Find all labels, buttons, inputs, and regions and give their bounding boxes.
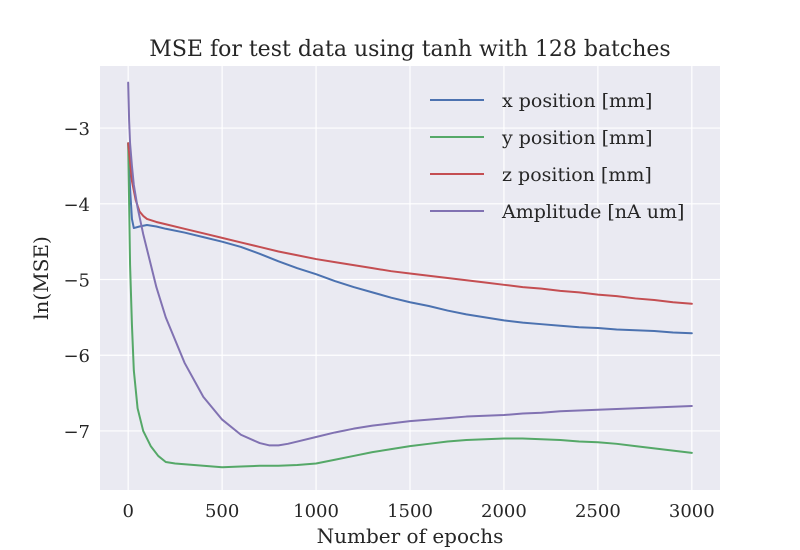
x-tick-label: 1500 bbox=[387, 501, 433, 522]
x-tick-label: 2500 bbox=[575, 501, 621, 522]
legend-label-y-position: y position [mm] bbox=[501, 127, 653, 149]
x-tick-label: 3000 bbox=[669, 501, 715, 522]
amplitude-line bbox=[127, 81, 693, 447]
y-position-line bbox=[127, 142, 693, 469]
y-tick-label: −5 bbox=[63, 271, 90, 292]
y-tick-label: −4 bbox=[63, 195, 90, 216]
y-tick-labels: −3 −4 −5 −6 −7 bbox=[63, 119, 90, 443]
x-tick-label: 1000 bbox=[293, 501, 339, 522]
z-position-line bbox=[127, 142, 693, 305]
series-lines bbox=[127, 81, 693, 469]
y-tick-label: −3 bbox=[63, 119, 90, 140]
legend: x position [mm] y position [mm] z positi… bbox=[430, 90, 684, 223]
x-position-line bbox=[127, 142, 693, 335]
x-tick-label: 0 bbox=[122, 501, 133, 522]
y-tick-label: −7 bbox=[63, 422, 90, 443]
chart-title: MSE for test data using tanh with 128 ba… bbox=[149, 37, 670, 62]
y-tick-label: −6 bbox=[63, 346, 90, 367]
grid-y bbox=[100, 127, 720, 432]
x-tick-labels: 0 500 1000 1500 2000 2500 3000 bbox=[122, 501, 714, 522]
grid-x bbox=[127, 66, 693, 490]
x-tick-label: 500 bbox=[205, 501, 239, 522]
legend-label-amplitude: Amplitude [nA um] bbox=[501, 201, 684, 223]
x-axis-label: Number of epochs bbox=[317, 524, 504, 548]
legend-label-x-position: x position [mm] bbox=[502, 90, 652, 112]
y-axis-label: ln(MSE) bbox=[29, 236, 53, 320]
x-tick-label: 2000 bbox=[481, 501, 527, 522]
legend-label-z-position: z position [mm] bbox=[502, 164, 652, 186]
